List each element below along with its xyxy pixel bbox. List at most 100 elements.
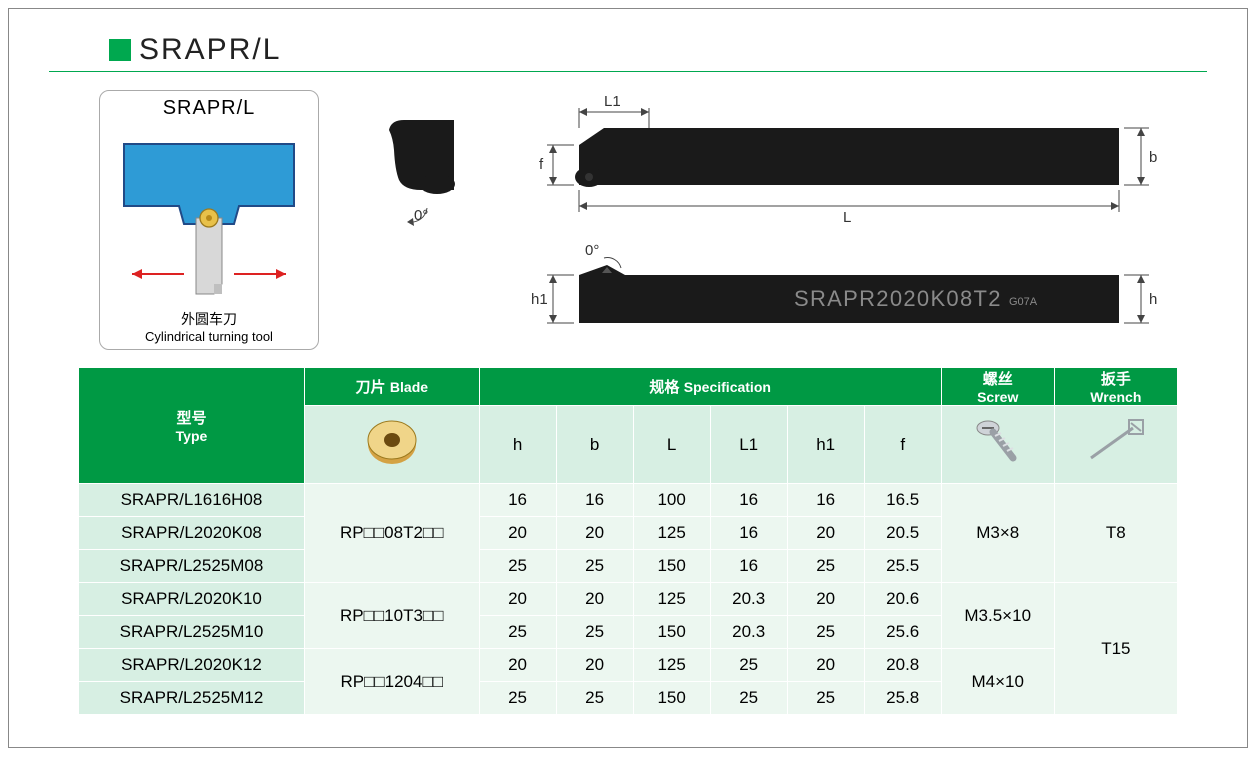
schematic-caption-en: Cylindrical turning tool [145,329,273,344]
cell-blade: RP□□1204□□ [304,649,479,715]
subhdr-L: L [633,406,710,484]
cell-L: 150 [633,682,710,715]
cell-h: 20 [479,583,556,616]
cell-b: 20 [556,517,633,550]
subhdr-h: h [479,406,556,484]
schematic-label: SRAPR/L [163,97,256,120]
blade-insert-icon [362,414,422,470]
title-bar: SRAPR/L [49,9,1207,72]
cell-h: 16 [479,484,556,517]
cell-L1: 16 [710,484,787,517]
dim-h1: h1 [531,291,548,308]
title-square-icon [109,39,131,61]
cell-h1: 25 [787,682,864,715]
wrench-icon [1081,414,1151,470]
hdr-spec: 规格 Specification [479,368,941,406]
table-head: 型号Type 刀片 Blade 规格 Specification 螺丝Screw… [79,368,1178,484]
cell-L: 100 [633,484,710,517]
cell-h1: 20 [787,649,864,682]
cell-f: 16.5 [864,484,941,517]
cell-b: 16 [556,484,633,517]
cell-type: SRAPR/L2525M10 [79,616,305,649]
cell-screw: M3.5×10 [941,583,1054,649]
cell-screw: M4×10 [941,649,1054,715]
cell-h1: 20 [787,517,864,550]
diagram-row: SRAPR/L 外圆 [9,72,1247,367]
cell-b: 25 [556,682,633,715]
blade-icon-cell [304,406,479,484]
technical-drawing: 0° L1 [349,90,1187,355]
cell-f: 25.6 [864,616,941,649]
cell-L1: 20.3 [710,616,787,649]
cell-type: SRAPR/L2525M12 [79,682,305,715]
schematic-panel: SRAPR/L 外圆 [99,90,319,350]
cell-type: SRAPR/L2020K08 [79,517,305,550]
cell-h1: 20 [787,583,864,616]
table-row: SRAPR/L1616H08RP□□08T2□□1616100161616.5M… [79,484,1178,517]
dim-b: b [1149,149,1157,166]
cell-h1: 25 [787,616,864,649]
cell-f: 25.5 [864,550,941,583]
cell-screw: M3×8 [941,484,1054,583]
cell-h: 20 [479,649,556,682]
wrench-icon-cell [1054,406,1177,484]
subhdr-b: b [556,406,633,484]
dim-f: f [539,156,544,173]
tool-engraving: SRAPR2020K08T2 [794,286,1002,311]
screw-icon [973,414,1023,470]
cell-b: 20 [556,649,633,682]
schematic-illustration [114,126,304,311]
cell-f: 20.5 [864,517,941,550]
table-row: SRAPR/L2020K12RP□□1204□□2020125252020.8M… [79,649,1178,682]
spec-table: 型号Type 刀片 Blade 规格 Specification 螺丝Screw… [78,367,1178,715]
dim-L1: L1 [604,93,621,110]
cell-L1: 25 [710,649,787,682]
cell-h1: 16 [787,484,864,517]
cell-L: 125 [633,649,710,682]
datasheet-card: SRAPR/L SRAPR/L [8,8,1248,748]
cell-L1: 16 [710,550,787,583]
hdr-wrench: 扳手Wrench [1054,368,1177,406]
cell-b: 20 [556,583,633,616]
cell-type: SRAPR/L2525M08 [79,550,305,583]
cell-L: 125 [633,583,710,616]
tool-engraving-sub: G07A [1009,296,1038,308]
cell-h: 25 [479,682,556,715]
cell-L: 150 [633,616,710,649]
cell-h: 20 [479,517,556,550]
hdr-type: 型号Type [79,368,305,484]
cell-type: SRAPR/L2020K10 [79,583,305,616]
cell-L1: 25 [710,682,787,715]
table-row: SRAPR/L2020K10RP□□10T3□□202012520.32020.… [79,583,1178,616]
subhdr-L1: L1 [710,406,787,484]
cell-L: 125 [633,517,710,550]
cell-h: 25 [479,550,556,583]
cell-h1: 25 [787,550,864,583]
cell-wrench: T15 [1054,583,1177,715]
cell-f: 25.8 [864,682,941,715]
dim-side-angle: 0° [585,242,599,259]
subhdr-h1: h1 [787,406,864,484]
dim-h: h [1149,291,1157,308]
cell-b: 25 [556,616,633,649]
cell-f: 20.8 [864,649,941,682]
cell-wrench: T8 [1054,484,1177,583]
product-series-title: SRAPR/L [139,33,281,67]
cell-blade: RP□□08T2□□ [304,484,479,583]
hdr-blade: 刀片 Blade [304,368,479,406]
schematic-caption: 外圆车刀 Cylindrical turning tool [145,311,273,345]
cell-L1: 20.3 [710,583,787,616]
hdr-screw: 螺丝Screw [941,368,1054,406]
cell-L1: 16 [710,517,787,550]
schematic-caption-cn: 外圆车刀 [181,311,237,327]
cell-blade: RP□□10T3□□ [304,583,479,649]
cell-type: SRAPR/L1616H08 [79,484,305,517]
cell-type: SRAPR/L2020K12 [79,649,305,682]
cell-h: 25 [479,616,556,649]
cell-b: 25 [556,550,633,583]
cell-f: 20.6 [864,583,941,616]
subhdr-f: f [864,406,941,484]
dim-L: L [843,209,851,226]
cell-L: 150 [633,550,710,583]
table-body: SRAPR/L1616H08RP□□08T2□□1616100161616.5M… [79,484,1178,715]
